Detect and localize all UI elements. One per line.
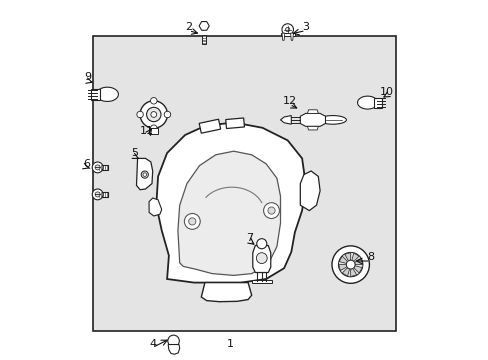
Polygon shape (201, 283, 251, 302)
Circle shape (95, 192, 100, 197)
Text: 12: 12 (282, 96, 296, 106)
Circle shape (92, 189, 103, 200)
Circle shape (150, 98, 157, 104)
Bar (93, 36, 395, 331)
Circle shape (151, 112, 156, 117)
Circle shape (141, 171, 148, 178)
Bar (98, 192, 108, 197)
Polygon shape (318, 116, 346, 124)
Circle shape (338, 252, 362, 277)
Polygon shape (300, 113, 325, 126)
Text: 9: 9 (84, 72, 91, 82)
Text: 11: 11 (140, 126, 154, 136)
Circle shape (167, 335, 179, 347)
Circle shape (146, 107, 161, 122)
Polygon shape (351, 253, 358, 261)
Bar (280, 33, 294, 36)
Text: 5: 5 (131, 148, 138, 158)
Polygon shape (307, 126, 318, 130)
Polygon shape (199, 22, 209, 30)
Text: 1: 1 (226, 339, 233, 349)
Text: 3: 3 (302, 22, 308, 32)
Circle shape (150, 125, 157, 131)
Polygon shape (136, 158, 152, 190)
Polygon shape (307, 110, 318, 113)
Circle shape (140, 101, 167, 128)
Polygon shape (354, 258, 362, 265)
Polygon shape (338, 265, 346, 271)
Circle shape (92, 162, 103, 173)
Polygon shape (357, 96, 377, 109)
Polygon shape (149, 198, 162, 216)
Polygon shape (282, 33, 284, 40)
Bar (149, 128, 158, 134)
Circle shape (184, 213, 200, 229)
Polygon shape (350, 269, 356, 276)
Polygon shape (225, 118, 244, 129)
Circle shape (142, 173, 146, 176)
Polygon shape (339, 256, 346, 264)
Circle shape (95, 165, 100, 170)
Polygon shape (168, 345, 179, 354)
Text: 6: 6 (83, 159, 90, 169)
Polygon shape (280, 116, 291, 124)
Polygon shape (344, 253, 350, 261)
Circle shape (188, 218, 196, 225)
Text: 7: 7 (246, 233, 253, 243)
Polygon shape (290, 33, 293, 40)
Circle shape (285, 27, 289, 32)
Polygon shape (199, 119, 220, 133)
Circle shape (263, 203, 279, 219)
Text: 10: 10 (379, 87, 393, 97)
Circle shape (256, 239, 266, 249)
Polygon shape (300, 171, 320, 211)
Bar (251, 280, 271, 283)
Polygon shape (96, 87, 118, 102)
Bar (202, 35, 206, 44)
Bar (91, 89, 100, 100)
Circle shape (331, 246, 368, 283)
Polygon shape (252, 246, 270, 273)
Circle shape (346, 260, 354, 269)
Bar (373, 98, 381, 108)
Polygon shape (156, 122, 305, 283)
Polygon shape (178, 151, 280, 275)
Text: 8: 8 (366, 252, 373, 262)
Circle shape (137, 111, 143, 118)
Text: 2: 2 (185, 22, 192, 32)
Circle shape (282, 24, 293, 35)
Bar (98, 165, 108, 170)
Polygon shape (353, 266, 362, 273)
Circle shape (256, 253, 266, 264)
Circle shape (164, 111, 170, 118)
Circle shape (267, 207, 275, 214)
Text: 4: 4 (149, 339, 156, 349)
Polygon shape (342, 268, 349, 276)
